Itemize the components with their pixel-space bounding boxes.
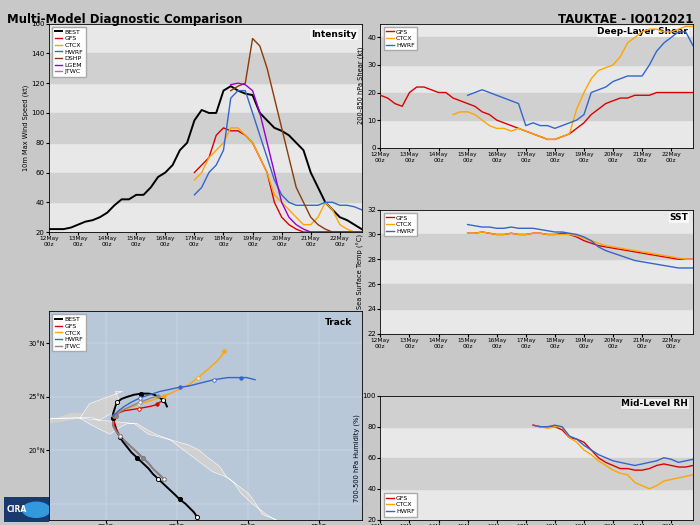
Polygon shape	[362, 413, 426, 439]
Legend: BEST, GFS, CTCX, HWRF, JTWC: BEST, GFS, CTCX, HWRF, JTWC	[52, 314, 86, 351]
Text: Deep-Layer Shear: Deep-Layer Shear	[597, 27, 688, 36]
Y-axis label: 200-850 hPa Shear (kt): 200-850 hPa Shear (kt)	[358, 47, 365, 124]
Bar	[380, 92, 693, 120]
Text: TAUKTAE - IO012021: TAUKTAE - IO012021	[558, 13, 693, 26]
Bar	[380, 396, 693, 427]
Legend: GFS, CTCX, HWRF: GFS, CTCX, HWRF	[384, 27, 417, 50]
Text: CIRA: CIRA	[7, 505, 27, 514]
Legend: BEST, GFS, CTCX, HWRF, DSHP, LGEM, JTWC: BEST, GFS, CTCX, HWRF, DSHP, LGEM, JTWC	[52, 27, 86, 77]
Y-axis label: 10m Max Wind Speed (kt): 10m Max Wind Speed (kt)	[22, 85, 29, 171]
Text: Track: Track	[325, 318, 352, 327]
Bar	[380, 235, 693, 259]
Circle shape	[22, 502, 50, 517]
Text: SST: SST	[669, 213, 688, 223]
Legend: GFS, CTCX, HWRF: GFS, CTCX, HWRF	[384, 213, 417, 236]
Bar	[380, 458, 693, 489]
Polygon shape	[0, 413, 85, 429]
Bar	[49, 173, 362, 202]
Legend: GFS, CTCX, HWRF: GFS, CTCX, HWRF	[384, 493, 417, 517]
Text: Mid-Level RH: Mid-Level RH	[622, 400, 688, 408]
Text: Intensity: Intensity	[312, 30, 357, 39]
Bar	[380, 37, 693, 65]
Bar	[49, 113, 362, 143]
Text: Multi-Model Diagnostic Comparison: Multi-Model Diagnostic Comparison	[7, 13, 242, 26]
Polygon shape	[0, 392, 390, 525]
Bar	[380, 284, 693, 309]
Y-axis label: 700-500 hPa Humidity (%): 700-500 hPa Humidity (%)	[354, 414, 360, 502]
Bar	[49, 54, 362, 83]
Y-axis label: Sea Surface Temp (°C): Sea Surface Temp (°C)	[357, 234, 365, 309]
